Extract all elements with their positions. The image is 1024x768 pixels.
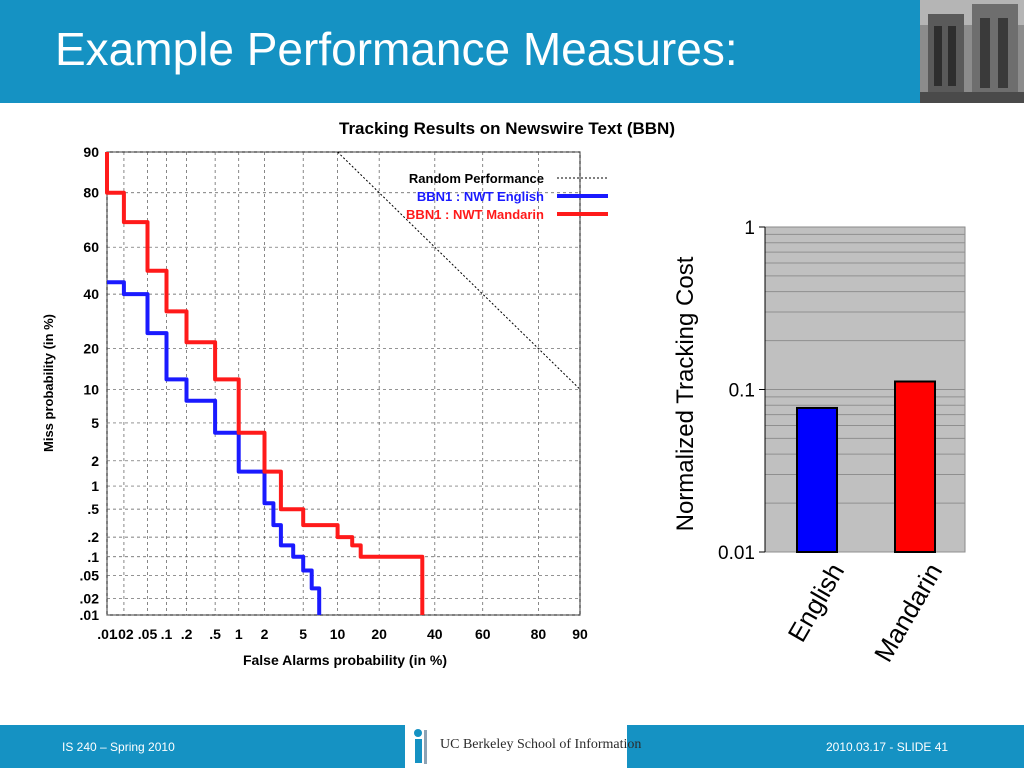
bar-ticks: 0.01 0.1 1 (718, 218, 766, 564)
det-ticks: .01.02.05.1.2.5 1 2 5 10 20 40 60 80 90.01.02.05.… (80, 144, 588, 642)
det-x-tick-label: 80 (531, 626, 547, 642)
bar-category-label: Mandarin (868, 558, 948, 667)
det-x-tick-label: 10 (330, 626, 346, 642)
det-x-axis-label: False Alarms probability (in %) (243, 652, 447, 668)
campus-building-photo (920, 0, 1024, 103)
bar-y-tick-label: 0.01 (718, 543, 755, 564)
det-series (105, 151, 581, 615)
det-y-tick-label: 10 (83, 381, 99, 397)
det-x-tick-label: 1 (235, 626, 243, 642)
ischool-logo-icon (414, 729, 427, 764)
det-y-tick-label: .5 (87, 501, 99, 517)
slide-header: Example Performance Measures: (0, 0, 1024, 103)
legend-label-mandarin: BBN1 : NWT Mandarin (406, 207, 544, 222)
det-legend: Random Performance BBN1 : NWT English BB… (406, 171, 608, 222)
det-x-tick-label: 5 (299, 626, 307, 642)
det-y-tick-label: .05 (80, 567, 100, 583)
det-y-tick-label: .1 (87, 549, 99, 565)
det-x-tick-label: 20 (371, 626, 387, 642)
footer-slide-number: 2010.03.17 - SLIDE 41 (826, 740, 949, 754)
det-line-english (107, 280, 322, 615)
det-y-tick-label: 90 (83, 144, 99, 160)
bar-category-label: English (782, 558, 851, 647)
det-line-mandarin (105, 152, 425, 615)
bar-y-tick-label: 0.1 (729, 381, 755, 402)
det-y-tick-label: .02 (80, 590, 100, 606)
bar-y-tick-label: 1 (744, 218, 755, 239)
legend-label-random: Random Performance (409, 171, 544, 186)
bar-english (796, 406, 838, 553)
det-x-tick-label: 2 (261, 626, 269, 642)
det-line-random (337, 151, 581, 390)
det-x-tick-label: .1 (161, 626, 173, 642)
det-y-tick-label: .2 (87, 529, 99, 545)
det-x-tick-label: 60 (475, 626, 491, 642)
det-y-axis-label: Miss probability (in %) (41, 314, 56, 452)
legend-label-english: BBN1 : NWT English (417, 189, 544, 204)
det-x-tick-label: .2 (181, 626, 193, 642)
bar-y-axis-label: Normalized Tracking Cost (672, 256, 699, 531)
det-x-tick-label: 90 (572, 626, 588, 642)
det-y-tick-label: 1 (91, 478, 99, 494)
bar-mandarin (894, 380, 936, 553)
det-x-tick-label: .02 (114, 626, 134, 642)
det-chart-title: Tracking Results on Newswire Text (BBN) (339, 119, 675, 138)
footer-org-name: UC Berkeley School of Information (440, 737, 642, 752)
det-y-tick-label: 60 (83, 239, 99, 255)
det-x-tick-label: 40 (427, 626, 443, 642)
slide-title: Example Performance Measures: (55, 23, 738, 75)
det-y-tick-label: .01 (80, 607, 100, 623)
footer-course: IS 240 – Spring 2010 (62, 740, 175, 754)
det-y-tick-label: 5 (91, 415, 99, 431)
det-y-tick-label: 40 (83, 286, 99, 302)
footer-logo-area (405, 725, 627, 768)
det-x-tick-label: .05 (138, 626, 158, 642)
det-x-tick-label: .5 (209, 626, 221, 642)
det-y-tick-label: 2 (91, 453, 99, 469)
det-y-tick-label: 80 (83, 185, 99, 201)
det-x-tick-label: .01 (97, 626, 117, 642)
det-y-tick-label: 20 (83, 341, 99, 357)
